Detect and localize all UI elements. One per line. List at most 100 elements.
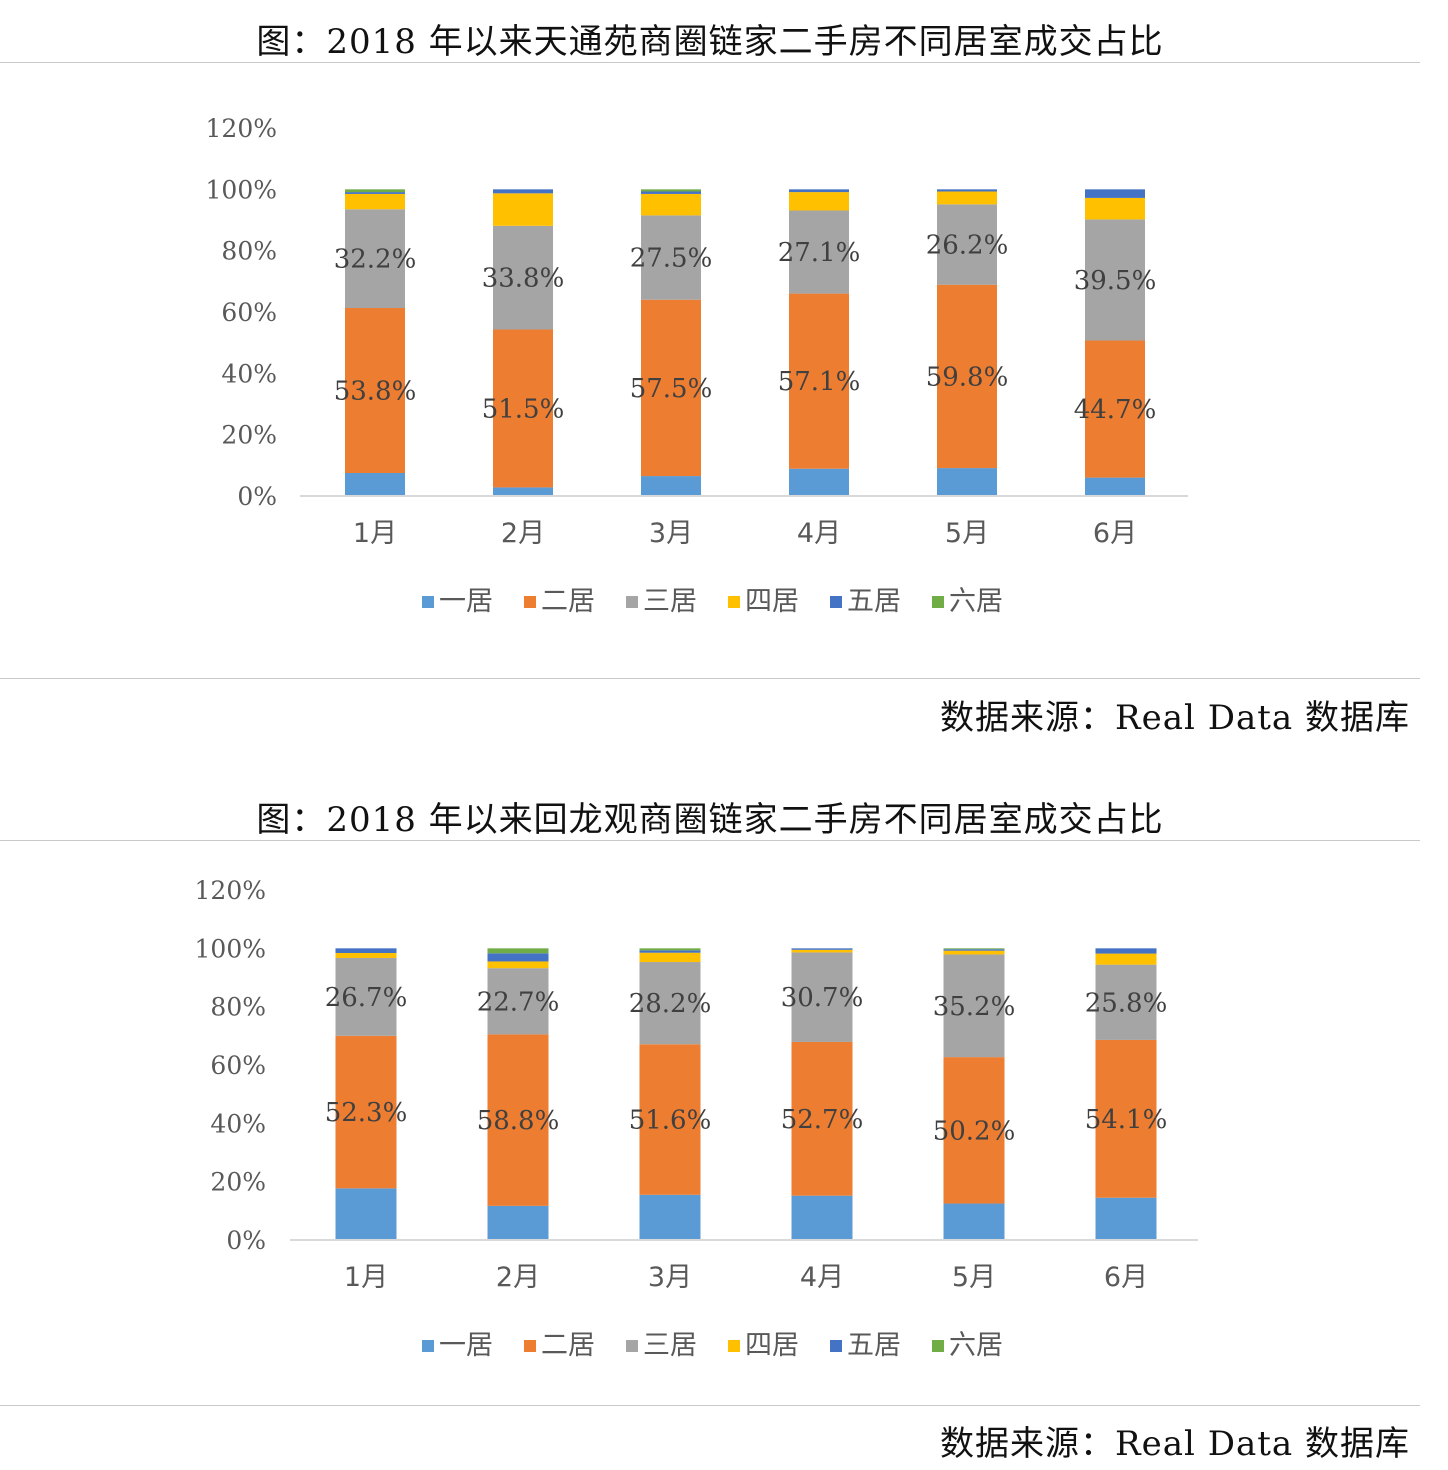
bar-segment [345, 192, 405, 194]
bar-segment [791, 1041, 853, 1196]
bar-segment [1085, 189, 1145, 198]
legend-swatch [626, 1340, 638, 1352]
chart1-svg: 0% 20% 40% 60% 80% 100% 120% 53.8% 32.2% 1月 51.5% 3… [206, 114, 1188, 617]
bar-segment [345, 209, 405, 309]
bar-segment [1095, 964, 1157, 1040]
x-category-label: 4月 [800, 1262, 844, 1293]
y-tick-label: 0% [237, 482, 277, 511]
y-tick-label: 80% [221, 237, 277, 266]
data-label: 27.1% [778, 238, 861, 268]
chart1-source: 数据来源：Real Data 数据库 [940, 698, 1410, 738]
legend-label: 二居 [541, 586, 595, 617]
bar-segment [791, 949, 853, 953]
bar-segment [937, 191, 997, 205]
x-category-label: 2月 [496, 1262, 540, 1293]
legend-label: 二居 [541, 1330, 595, 1361]
y-tick-label: 60% [210, 1051, 266, 1080]
bar-segment [641, 299, 701, 477]
legend-label: 一居 [439, 1330, 493, 1361]
bar-segment [791, 952, 853, 1042]
y-tick-label: 0% [226, 1226, 266, 1255]
bar-segment [335, 953, 397, 958]
y-tick-label: 100% [195, 934, 266, 963]
bar-segment [493, 329, 553, 488]
x-category-label: 4月 [797, 518, 841, 549]
legend-swatch [830, 596, 842, 608]
bar-segment [487, 968, 549, 1035]
bar-segment [345, 189, 405, 193]
legend-swatch [422, 596, 434, 608]
legend-label: 五居 [847, 586, 901, 617]
legend-label: 一居 [439, 586, 493, 617]
legend-swatch [728, 1340, 740, 1352]
bar-segment [487, 953, 549, 962]
bar-segment [641, 193, 701, 216]
bar-segment [943, 1203, 1005, 1240]
bar-segment [493, 225, 553, 330]
legend-swatch [524, 596, 536, 608]
bar-segment [791, 1195, 853, 1240]
legend-swatch [728, 596, 740, 608]
bar-segment [789, 468, 849, 496]
data-label: 33.8% [482, 264, 565, 294]
y-tick-label: 100% [206, 175, 277, 204]
data-label: 52.3% [325, 1098, 408, 1128]
data-label: 52.7% [781, 1105, 864, 1135]
chart1-title: 图：2018 年以来天通苑商圈链家二手房不同居室成交占比 [256, 22, 1164, 62]
chart2-bottom-divider [0, 1405, 1420, 1406]
x-category-label: 3月 [648, 1262, 692, 1293]
x-category-label: 1月 [344, 1262, 388, 1293]
y-tick-label: 120% [206, 114, 277, 143]
bar-segment [789, 192, 849, 211]
bar-segment [641, 191, 701, 194]
bar-segment [493, 487, 553, 496]
chart2-source: 数据来源：Real Data 数据库 [940, 1424, 1410, 1464]
y-tick-label: 60% [221, 298, 277, 327]
bar-segment [943, 1057, 1005, 1204]
x-category-label: 2月 [501, 518, 545, 549]
y-tick-label: 80% [210, 993, 266, 1022]
legend-swatch [932, 596, 944, 608]
bar-segment [1085, 340, 1145, 478]
bar-segment [639, 962, 701, 1045]
data-label: 51.5% [482, 394, 565, 424]
bar-segment [789, 210, 849, 294]
data-label: 28.2% [629, 989, 712, 1019]
data-label: 44.7% [1074, 395, 1157, 425]
bar-segment [335, 1188, 397, 1240]
x-category-label: 5月 [945, 518, 989, 549]
bar-segment [943, 950, 1005, 955]
data-label: 57.1% [778, 367, 861, 397]
data-label: 26.7% [325, 983, 408, 1013]
bar-segment [493, 193, 553, 226]
data-label: 26.2% [926, 231, 1009, 261]
bar-segment [493, 189, 553, 194]
data-label: 22.7% [477, 987, 560, 1017]
bar-segment [1095, 1039, 1157, 1198]
x-category-label: 5月 [952, 1262, 996, 1293]
data-label: 58.8% [477, 1106, 560, 1136]
bar-segment [1095, 1197, 1157, 1240]
x-category-label: 6月 [1093, 518, 1137, 549]
bar-segment [487, 948, 549, 954]
bar-segment [639, 1044, 701, 1195]
bar-segment [937, 468, 997, 496]
data-label: 32.2% [334, 245, 417, 275]
bar-segment [937, 204, 997, 285]
bar-segment [639, 950, 701, 953]
bar-segment [641, 189, 701, 192]
bar-segment [345, 473, 405, 496]
chart2-svg: 0% 20% 40% 60% 80% 100% 120% 52.3% 26.7% 1月 58.8% 2… [195, 876, 1198, 1361]
bar-segment [639, 1194, 701, 1240]
chart2-top-divider [0, 840, 1420, 841]
bar-segment [943, 954, 1005, 1058]
y-tick-label: 20% [210, 1168, 266, 1197]
data-label: 35.2% [933, 992, 1016, 1022]
bar-segment [487, 1205, 549, 1240]
chart1-top-divider [0, 62, 1420, 63]
bar-segment [943, 949, 1005, 951]
bar-segment [487, 961, 549, 969]
legend-label: 四居 [745, 586, 799, 617]
data-label: 59.8% [926, 362, 1009, 392]
bar-segment [335, 957, 397, 1036]
